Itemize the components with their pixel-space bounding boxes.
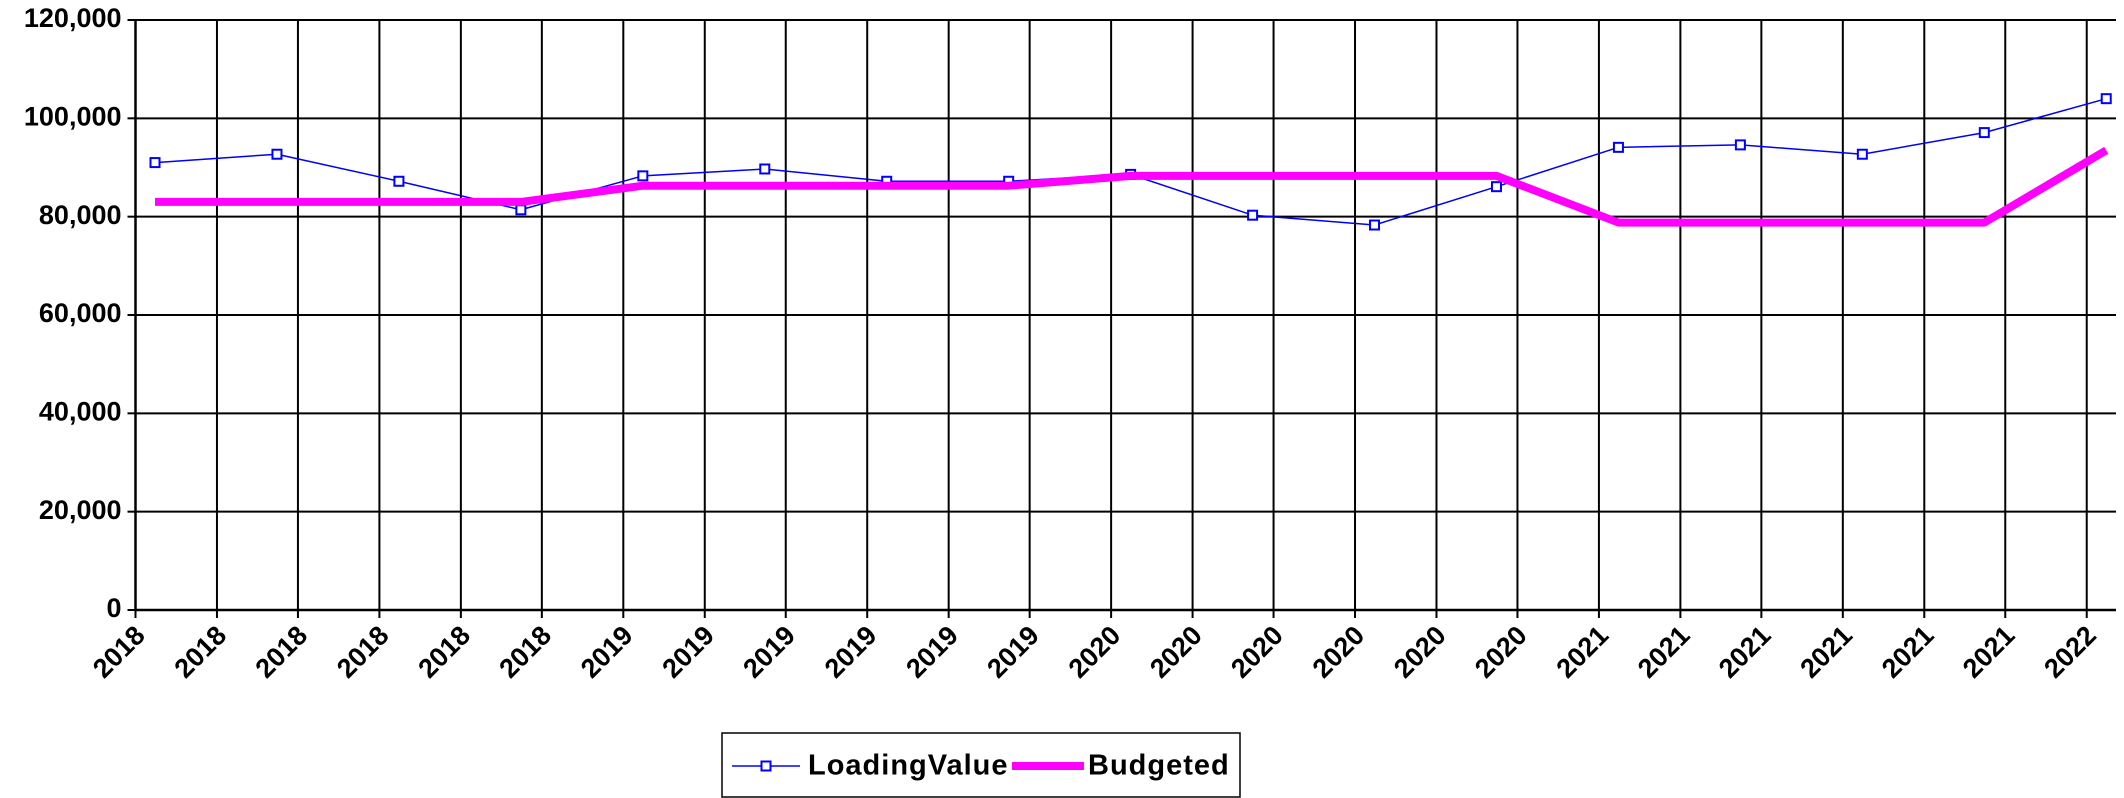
x-tick-label: 2022 [2038,620,2102,684]
x-tick-label: 2020 [1144,620,1208,684]
marker [149,157,161,169]
marker [1247,209,1259,221]
marker [637,170,649,182]
y-tick-label: 60,000 [39,298,122,328]
legend-label: LoadingValue [808,750,1009,782]
x-tick-label: 2020 [1307,620,1371,684]
x-tick-label: 2019 [737,620,801,684]
y-tick-label: 0 [106,593,121,623]
legend-marker [760,760,772,772]
x-tick-label: 2018 [169,620,233,684]
y-tick-label: 80,000 [39,200,122,230]
marker [1490,181,1502,193]
x-tick-label: 2021 [1876,620,1940,684]
x-tick-label: 2021 [1713,620,1777,684]
x-tick-label: 2018 [493,620,557,684]
marker [2100,93,2112,105]
x-tick-label: 2018 [87,620,151,684]
marker [1734,139,1746,151]
x-tick-label: 2021 [1632,620,1696,684]
marker [1612,141,1624,153]
marker [1369,219,1381,231]
y-tick-label: 120,000 [24,3,122,33]
x-tick-label: 2019 [981,620,1045,684]
marker [759,163,771,175]
marker [271,148,283,160]
x-tick-label: 2019 [819,620,883,684]
legend-box [721,732,1241,798]
x-tick-label: 2019 [656,620,720,684]
x-tick-label: 2020 [1225,620,1289,684]
marker [393,175,405,187]
y-tick-label: 40,000 [39,396,122,426]
x-tick-label: 2018 [250,620,314,684]
x-tick-label: 2018 [331,620,395,684]
x-tick-label: 2021 [1551,620,1615,684]
x-tick-label: 2020 [1469,620,1533,684]
y-tick-label: 100,000 [24,101,122,131]
x-tick-label: 2021 [1794,620,1858,684]
marker [515,204,527,216]
x-tick-label: 2019 [575,620,639,684]
marker [1856,148,1868,160]
y-tick-label: 20,000 [39,495,122,525]
x-tick-label: 2020 [1063,620,1127,684]
legend-label: Budgeted [1088,750,1230,782]
x-tick-label: 2020 [1388,620,1452,684]
x-tick-label: 2021 [1957,620,2021,684]
marker [1978,127,1990,139]
x-tick-label: 2019 [900,620,964,684]
x-tick-label: 2018 [412,620,476,684]
series-line [155,146,2109,227]
